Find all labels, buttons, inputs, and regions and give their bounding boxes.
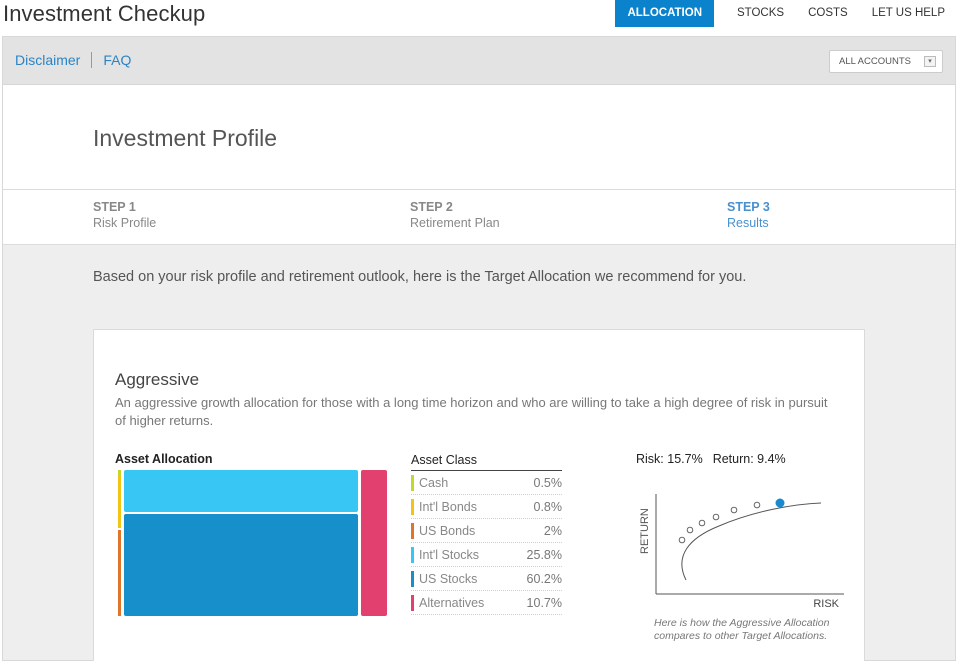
risk-return-chart: RETURN RISK bbox=[639, 494, 844, 610]
sub-links: Disclaimer FAQ bbox=[15, 52, 131, 68]
x-axis-label: RISK bbox=[813, 598, 839, 610]
mosaic-intl-bonds bbox=[118, 475, 121, 528]
step-label: Risk Profile bbox=[93, 216, 157, 230]
sub-bar: Disclaimer FAQ ALL ACCOUNTS ▾ bbox=[3, 37, 955, 85]
chart-note: Here is how the Aggressive Allocation co… bbox=[654, 617, 830, 642]
color-swatch bbox=[411, 595, 414, 611]
top-bar: Investment Checkup ALLOCATION STOCKS COS… bbox=[0, 0, 957, 36]
allocation-mosaic bbox=[115, 470, 390, 616]
asset-class-name: US Bonds bbox=[419, 524, 476, 538]
allocation-card: Aggressive An aggressive growth allocati… bbox=[93, 329, 865, 661]
step-label: Results bbox=[727, 216, 769, 230]
asset-class-value: 10.7% bbox=[526, 596, 562, 610]
mosaic-us-bonds bbox=[118, 530, 121, 616]
mosaic-intl-stocks bbox=[124, 470, 358, 512]
allocation-point bbox=[678, 536, 686, 544]
asset-class-value: 60.2% bbox=[526, 572, 562, 586]
step-label: Retirement Plan bbox=[410, 216, 500, 230]
asset-class-name: Cash bbox=[419, 476, 449, 490]
result-title: Aggressive bbox=[115, 370, 200, 389]
asset-class-table: Asset Class Cash 0.5% Int'l Bonds 0.8% U… bbox=[411, 451, 562, 615]
asset-class-value: 0.5% bbox=[533, 476, 563, 490]
color-swatch bbox=[411, 499, 414, 515]
risk-return-summary: Risk: 15.7% Return: 9.4% bbox=[636, 452, 786, 466]
efficient-frontier-curve bbox=[681, 502, 822, 581]
asset-allocation-heading: Asset Allocation bbox=[115, 452, 213, 466]
color-swatch bbox=[411, 475, 414, 491]
return-value: Return: 9.4% bbox=[712, 452, 786, 466]
selected-allocation-point bbox=[775, 498, 785, 508]
faq-link[interactable]: FAQ bbox=[103, 52, 132, 68]
asset-class-row: Cash 0.5% bbox=[411, 471, 562, 495]
tab-costs[interactable]: COSTS bbox=[808, 7, 848, 19]
page-title: Investment Profile bbox=[93, 125, 278, 151]
step-3[interactable]: STEP 3 Results bbox=[727, 199, 770, 231]
allocation-point bbox=[753, 501, 761, 509]
step-number: STEP 2 bbox=[410, 200, 453, 214]
asset-class-row: US Bonds 2% bbox=[411, 519, 562, 543]
all-accounts-select[interactable]: ALL ACCOUNTS ▾ bbox=[829, 50, 943, 73]
top-nav: ALLOCATION STOCKS COSTS LET US HELP bbox=[615, 0, 957, 27]
intro-text: Based on your risk profile and retiremen… bbox=[93, 269, 747, 285]
result-description: An aggressive growth allocation for thos… bbox=[115, 395, 828, 428]
tab-allocation[interactable]: ALLOCATION bbox=[615, 0, 714, 27]
asset-class-heading: Asset Class bbox=[411, 451, 562, 471]
asset-class-name: US Stocks bbox=[419, 572, 478, 586]
tab-stocks[interactable]: STOCKS bbox=[737, 7, 785, 19]
asset-class-name: Alternatives bbox=[419, 596, 485, 610]
link-divider bbox=[91, 52, 93, 68]
asset-class-value: 2% bbox=[543, 524, 562, 538]
main-panel: Disclaimer FAQ ALL ACCOUNTS ▾ Investment… bbox=[2, 36, 956, 661]
color-swatch bbox=[411, 547, 414, 563]
asset-class-name: Int'l Stocks bbox=[419, 548, 480, 562]
asset-class-row: Alternatives 10.7% bbox=[411, 591, 562, 615]
mosaic-us-stocks bbox=[124, 514, 358, 616]
asset-class-value: 0.8% bbox=[533, 500, 563, 514]
all-accounts-label: ALL ACCOUNTS bbox=[839, 56, 911, 67]
mosaic-alternatives bbox=[361, 470, 387, 616]
asset-class-row: US Stocks 60.2% bbox=[411, 567, 562, 591]
mosaic-cash bbox=[118, 470, 121, 475]
step-number: STEP 3 bbox=[727, 200, 770, 214]
asset-class-row: Int'l Stocks 25.8% bbox=[411, 543, 562, 567]
asset-class-value: 25.8% bbox=[526, 548, 562, 562]
allocation-point bbox=[730, 506, 738, 514]
allocation-point bbox=[686, 526, 694, 534]
step-2[interactable]: STEP 2 Retirement Plan bbox=[410, 199, 500, 231]
chevron-down-icon: ▾ bbox=[924, 56, 936, 67]
color-swatch bbox=[411, 523, 414, 539]
risk-value: Risk: 15.7% bbox=[636, 452, 703, 466]
steps-bar: STEP 1 Risk Profile STEP 2 Retirement Pl… bbox=[3, 190, 955, 245]
step-1[interactable]: STEP 1 Risk Profile bbox=[93, 199, 156, 231]
asset-class-row: Int'l Bonds 0.8% bbox=[411, 495, 562, 519]
app-title: Investment Checkup bbox=[3, 1, 206, 26]
color-swatch bbox=[411, 571, 414, 587]
step-number: STEP 1 bbox=[93, 200, 136, 214]
allocation-point bbox=[712, 513, 720, 521]
allocation-point bbox=[698, 519, 706, 527]
profile-header: Investment Profile bbox=[3, 85, 955, 190]
tab-let-us-help[interactable]: LET US HELP bbox=[871, 7, 945, 19]
disclaimer-link[interactable]: Disclaimer bbox=[15, 52, 81, 68]
asset-class-name: Int'l Bonds bbox=[419, 500, 477, 514]
y-axis-label: RETURN bbox=[639, 508, 651, 554]
